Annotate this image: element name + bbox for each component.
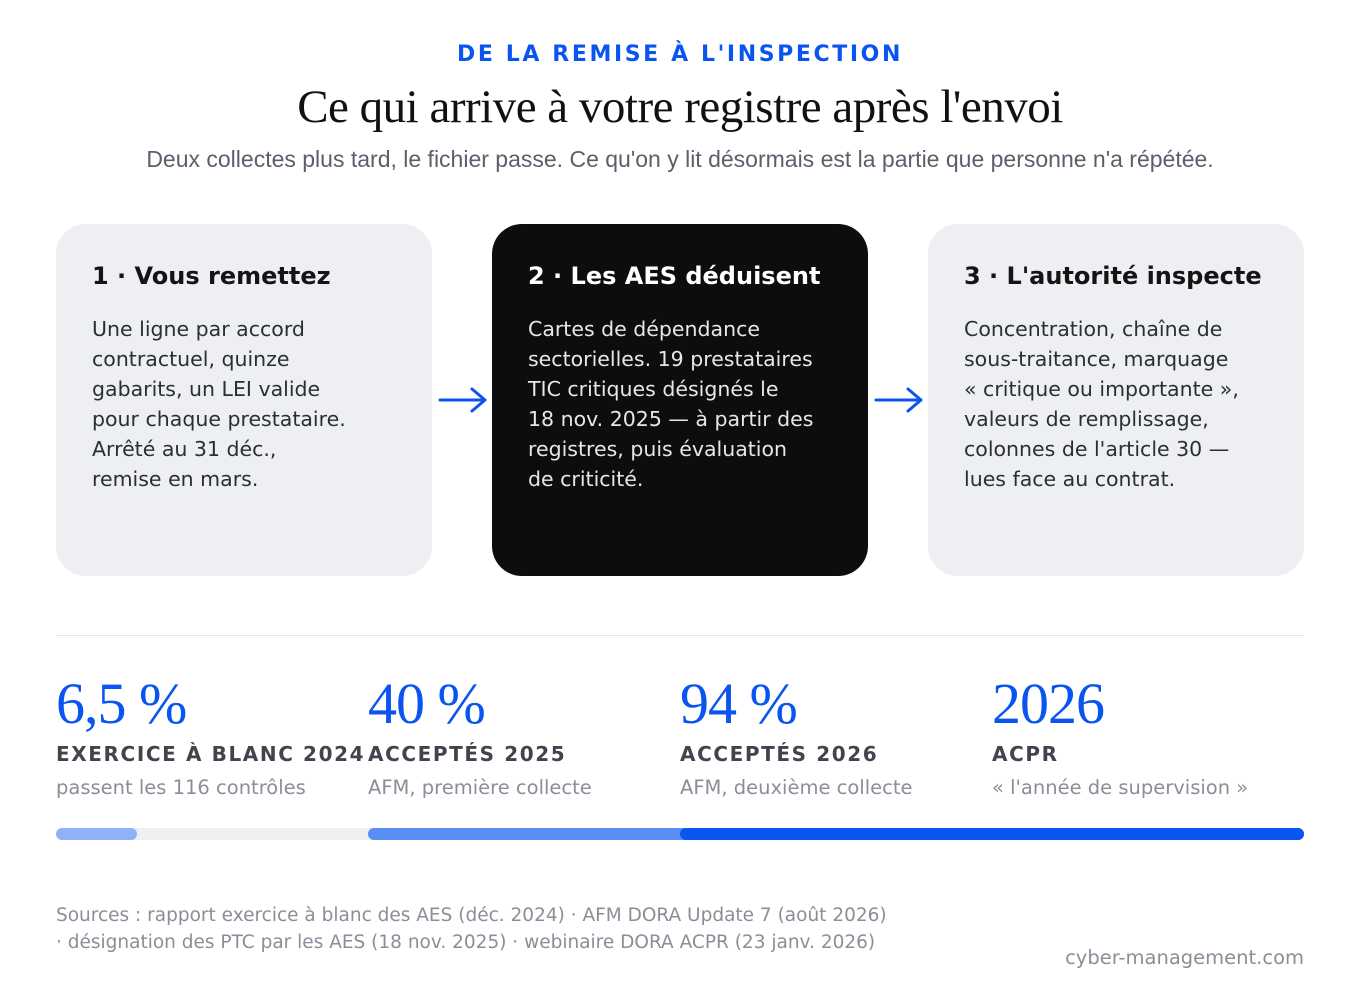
step-title: 3 · L'autorité inspecte <box>964 262 1262 290</box>
step-body-line: Arrêté au 31 déc., <box>92 437 277 461</box>
sources-line: · désignation des PTC par les AES (18 no… <box>56 932 876 953</box>
kicker: DE LA REMISE À L'INSPECTION <box>457 42 903 67</box>
divider <box>56 635 1304 636</box>
page-subtitle: Deux collectes plus tard, le fichier pas… <box>146 146 1214 172</box>
step-title: 1 · Vous remettez <box>92 262 331 290</box>
step-body-line: valeurs de remplissage, <box>964 407 1209 431</box>
step-body-line: Une ligne par accord <box>92 317 305 341</box>
step-body-line: contractuel, quinze <box>92 347 290 371</box>
step-card-remise: 1 · Vous remettez Une ligne par accord c… <box>56 224 432 576</box>
step-body-line: « critique ou importante », <box>964 377 1239 401</box>
stat-desc: AFM, deuxième collecte <box>680 776 913 799</box>
stat-value: 6,5 % <box>56 671 187 736</box>
step-body-line: Cartes de dépendance <box>528 317 760 341</box>
step-body-line: sous-traitance, marquage <box>964 347 1229 371</box>
step-body-line: sectorielles. 19 prestataires <box>528 347 813 371</box>
sources-note: Sources : rapport exercice à blanc des A… <box>56 902 1016 956</box>
arrow-right-icon <box>874 387 923 413</box>
step-body-line: lues face au contrat. <box>964 467 1176 491</box>
step-body-line: gabarits, un LEI valide <box>92 377 321 401</box>
stat-label: ACPR <box>992 742 1059 766</box>
step-card-deduction: 2 · Les AES déduisent Cartes de dépendan… <box>492 224 868 576</box>
stat-value: 94 % <box>680 671 798 736</box>
stat-value: 40 % <box>368 671 486 736</box>
stat-mock-exercise: 6,5 % EXERCICE À BLANC 2024 passent les … <box>56 671 368 800</box>
step-body: Une ligne par accord contractuel, quinze… <box>92 314 396 494</box>
sources-line: Sources : rapport exercice à blanc des A… <box>56 905 887 926</box>
step-body: Concentration, chaîne de sous-traitance,… <box>964 314 1268 494</box>
page-title: Ce qui arrive à votre registre après l'e… <box>297 81 1063 133</box>
stat-acpr: 2026 ACPR « l'année de supervision » <box>992 671 1304 800</box>
step-title: 2 · Les AES déduisent <box>528 262 821 290</box>
step-body-line: de criticité. <box>528 467 644 491</box>
stat-desc: « l'année de supervision » <box>992 776 1249 799</box>
stat-accepted-2026: 94 % ACCEPTÉS 2026 AFM, deuxième collect… <box>680 671 992 800</box>
step-body-line: pour chaque prestataire. <box>92 407 346 431</box>
stat-label: ACCEPTÉS 2026 <box>680 742 879 766</box>
arrow-right-icon <box>438 387 487 413</box>
step-body-line: registres, puis évaluation <box>528 437 788 461</box>
stat-desc: AFM, première collecte <box>368 776 592 799</box>
progress-fill-accepted-2026 <box>680 828 1304 840</box>
step-body: Cartes de dépendance sectorielles. 19 pr… <box>528 314 832 494</box>
stat-value: 2026 <box>992 671 1105 736</box>
progress-fill-mock-exercise <box>56 828 137 840</box>
site-credit: cyber-management.com <box>1065 946 1304 969</box>
step-body-line: TIC critiques désignés le <box>528 377 779 401</box>
step-body-line: colonnes de l'article 30 — <box>964 437 1230 461</box>
stat-desc: passent les 116 contrôles <box>56 776 306 799</box>
step-card-inspection: 3 · L'autorité inspecte Concentration, c… <box>928 224 1304 576</box>
stat-accepted-2025: 40 % ACCEPTÉS 2025 AFM, première collect… <box>368 671 680 800</box>
step-body-line: remise en mars. <box>92 467 259 491</box>
stat-label: EXERCICE À BLANC 2024 <box>56 742 366 766</box>
step-body-line: 18 nov. 2025 — à partir des <box>528 407 814 431</box>
step-body-line: Concentration, chaîne de <box>964 317 1223 341</box>
stat-label: ACCEPTÉS 2025 <box>368 742 567 766</box>
